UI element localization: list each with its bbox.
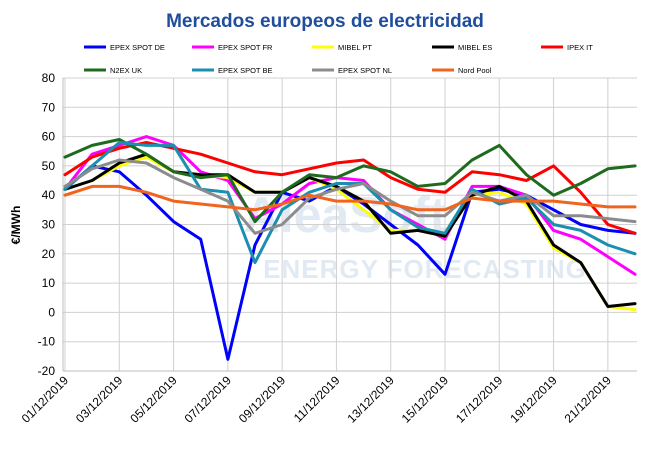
legend-label: EPEX SPOT BE [218, 66, 272, 75]
x-tick-label: 11/12/2019 [291, 373, 343, 425]
x-axis-ticks: 01/12/2019 03/12/2019 05/12/2019 07/12/2019… [19, 373, 614, 426]
watermark-tagline: ENERGY FORECASTING [263, 254, 587, 284]
series-line-nord-pool [63, 184, 637, 212]
legend-label: EPEX SPOT FR [218, 43, 273, 52]
legend: EPEX SPOT DE EPEX SPOT FR MIBEL PT MIBEL ES… [84, 43, 593, 75]
y-tick-label: 30 [42, 218, 56, 232]
x-tick-label: 19/12/2019 [507, 373, 560, 426]
legend-item-epex-spot-de: EPEX SPOT DE [84, 43, 165, 52]
series-lines [63, 135, 637, 361]
legend-label: EPEX SPOT DE [110, 43, 165, 52]
legend-label: N2EX UK [110, 66, 142, 75]
y-tick-label: 70 [42, 100, 56, 114]
legend-item-epex-spot-be: EPEX SPOT BE [192, 66, 272, 75]
legend-label: MIBEL PT [338, 43, 372, 52]
legend-item-epex-spot-fr: EPEX SPOT FR [192, 43, 273, 52]
x-tick-label: 09/12/2019 [236, 373, 289, 426]
chart-title: Mercados europeos de electricidad [166, 11, 484, 32]
y-tick-label: 80 [42, 71, 56, 85]
x-tick-label: 03/12/2019 [73, 373, 126, 426]
legend-item-nord-pool: Nord Pool [432, 66, 492, 75]
y-tick-label: 0 [48, 305, 55, 319]
legend-item-ipex-it: IPEX IT [541, 43, 593, 52]
y-tick-label: -20 [38, 364, 56, 378]
series-line-n2ex-uk [63, 138, 637, 224]
x-tick-label: 17/12/2019 [453, 373, 506, 426]
x-tick-label: 05/12/2019 [127, 373, 180, 426]
legend-item-n2ex-uk: N2EX UK [84, 66, 142, 75]
legend-item-epex-spot-nl: EPEX SPOT NL [312, 66, 392, 75]
legend-label: Nord Pool [458, 66, 492, 75]
y-tick-label: 50 [42, 159, 56, 173]
y-tick-label: 40 [42, 188, 56, 202]
y-tick-label: 20 [42, 247, 56, 261]
y-tick-label: -10 [38, 335, 56, 349]
legend-item-mibel-pt: MIBEL PT [312, 43, 372, 52]
series-line-epex-spot-be [63, 141, 637, 265]
legend-label: MIBEL ES [458, 43, 492, 52]
series-line-epex-spot-nl [63, 158, 637, 235]
x-tick-label: 15/12/2019 [399, 373, 452, 426]
x-tick-label: 13/12/2019 [344, 373, 397, 426]
legend-label: EPEX SPOT NL [338, 66, 392, 75]
y-axis-label: €/MWh [9, 206, 23, 245]
y-tick-label: 10 [42, 276, 56, 290]
x-tick-label: 01/12/2019 [19, 373, 72, 426]
legend-item-mibel-es: MIBEL ES [432, 43, 492, 52]
y-tick-label: 60 [42, 130, 56, 144]
x-tick-label: 07/12/2019 [182, 373, 235, 426]
legend-label: IPEX IT [567, 43, 593, 52]
x-tick-label: 21/12/2019 [562, 373, 615, 426]
y-axis-ticks: -20 -10 0 10 20 30 40 50 60 70 80 [38, 71, 56, 378]
